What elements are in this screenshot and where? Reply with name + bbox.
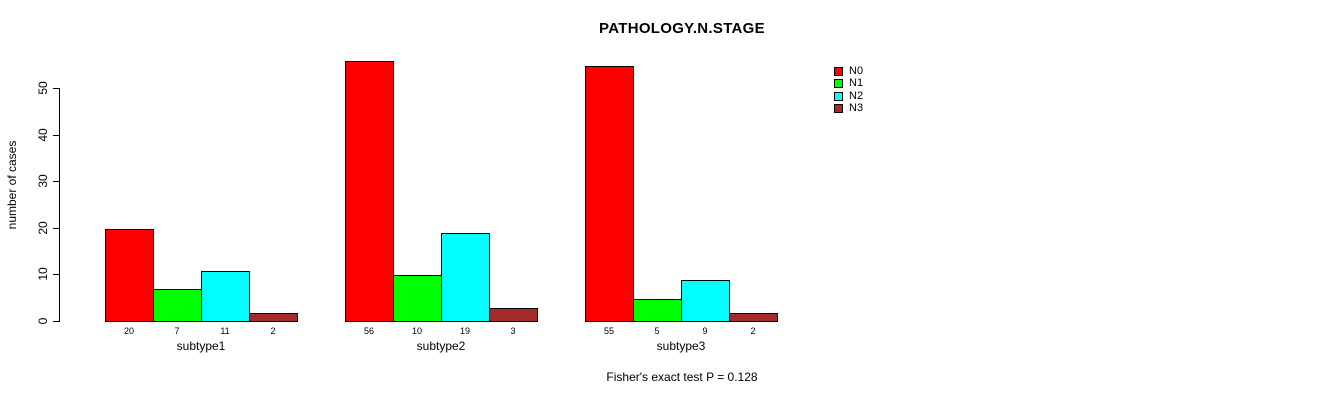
y-tick-mark [53, 134, 59, 136]
y-axis-label: number of cases [5, 140, 19, 230]
bar-subtype3-N1 [633, 299, 682, 322]
chart-title: PATHOLOGY.N.STAGE [599, 20, 765, 37]
legend-swatch-N2 [834, 91, 843, 101]
y-tick-mark [53, 181, 59, 183]
y-tick-label: 0 [36, 317, 50, 325]
bar-subtype2-N0 [345, 61, 394, 322]
y-tick-mark [53, 274, 59, 276]
legend-row-N2: N2 [834, 90, 863, 103]
legend-row-N0: N0 [834, 65, 863, 78]
category-label-subtype2: subtype2 [416, 339, 466, 353]
bar-value-label: 20 [123, 326, 134, 336]
legend-swatch-N3 [834, 104, 843, 114]
bar-value-label: 55 [603, 326, 614, 336]
y-tick-mark [53, 88, 59, 89]
y-tick-label: 40 [36, 127, 50, 142]
bar-subtype1-N3 [249, 313, 298, 322]
bar-subtype3-N3 [729, 313, 778, 322]
bar-value-label: 5 [654, 326, 660, 336]
legend-label: N3 [849, 102, 864, 115]
bar-subtype1-N2 [201, 271, 250, 322]
bar-value-label: 2 [270, 326, 276, 336]
category-label-subtype1: subtype1 [176, 339, 226, 353]
bar-subtype3-N0 [585, 66, 634, 322]
bar-subtype2-N2 [441, 233, 490, 322]
bar-value-label: 2 [750, 326, 756, 336]
bar-value-label: 10 [411, 326, 422, 336]
y-tick-mark [53, 321, 59, 322]
legend-swatch-N0 [834, 66, 843, 76]
legend-row-N1: N1 [834, 78, 863, 91]
category-label-subtype3: subtype3 [656, 339, 706, 353]
legend-label: N2 [849, 89, 864, 102]
bar-value-label: 11 [220, 326, 230, 336]
bar-value-label: 56 [363, 326, 374, 336]
legend-label: N0 [849, 64, 864, 77]
bar-value-label: 9 [702, 326, 708, 336]
y-tick-label: 30 [36, 174, 50, 188]
bar-value-label: 7 [174, 326, 180, 336]
bar-subtype3-N2 [681, 280, 730, 322]
y-tick-label: 10 [36, 267, 50, 282]
y-tick-label: 20 [36, 221, 50, 235]
bar-subtype1-N1 [153, 289, 202, 322]
y-tick-mark [53, 227, 59, 229]
bar-subtype2-N3 [489, 308, 538, 322]
fisher-test-annotation: Fisher's exact test P = 0.128 [606, 370, 758, 384]
y-axis-line [59, 88, 60, 322]
bar-value-label: 3 [510, 326, 516, 336]
bar-subtype2-N1 [393, 275, 442, 322]
legend-label: N1 [849, 77, 864, 90]
legend-row-N3: N3 [834, 103, 863, 116]
y-tick-label: 50 [36, 81, 50, 95]
legend-swatch-N1 [834, 79, 843, 89]
legend: N0 N1 N2 N3 [834, 65, 863, 115]
bar-value-label: 19 [459, 326, 470, 336]
bar-subtype1-N0 [105, 229, 154, 322]
